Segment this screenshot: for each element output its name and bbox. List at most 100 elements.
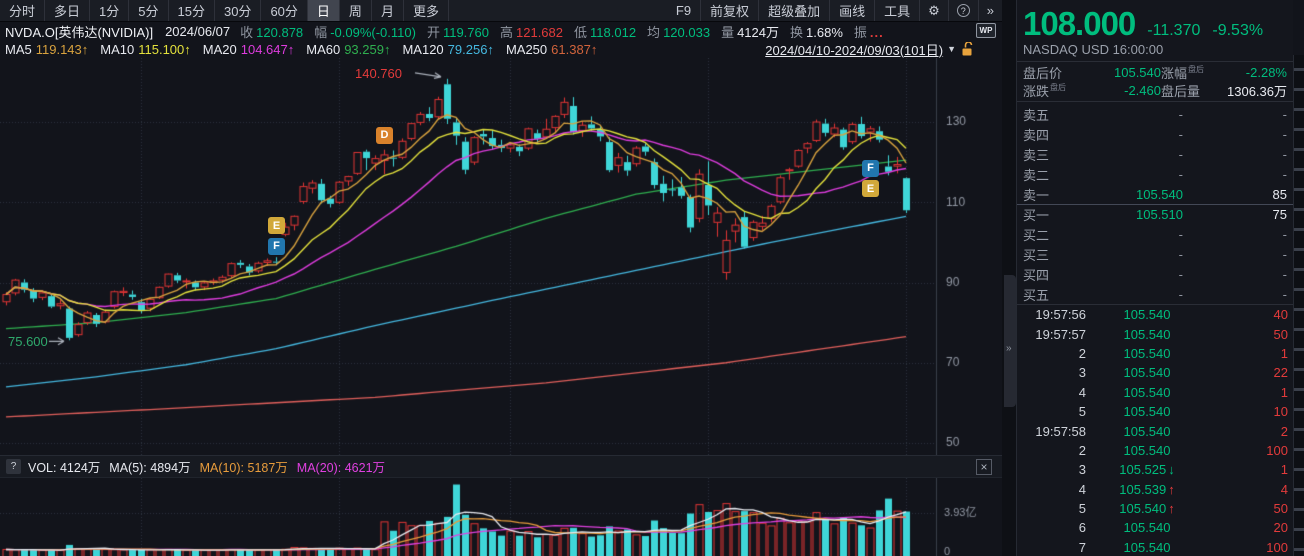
menu-item[interactable]: 超级叠加 xyxy=(759,0,831,21)
date-range-label[interactable]: 2024/04/10-2024/09/03(101日) xyxy=(765,42,944,58)
tick-time: 2 xyxy=(1078,442,1086,458)
help-icon[interactable]: ? xyxy=(949,0,979,21)
price-chart-canvas[interactable] xyxy=(0,58,1002,455)
period-tab[interactable]: 周 xyxy=(340,0,372,21)
scrollbar[interactable] xyxy=(1293,55,1304,556)
order-book-level-label: 卖五 xyxy=(1023,107,1050,123)
tick-row: 5 105.540 10 xyxy=(1017,402,1293,421)
help-icon[interactable]: ? xyxy=(6,459,21,474)
price-change-percent: -9.53% xyxy=(1212,22,1264,39)
tick-time: 19:57:56 xyxy=(1035,307,1086,323)
tick-qty: 50 xyxy=(1273,501,1288,517)
close-volume-pane-button[interactable]: × xyxy=(976,459,992,475)
menu-item[interactable]: 前复权 xyxy=(701,0,760,21)
after-hours-change-label: 涨跌 盘后 xyxy=(1023,82,1067,99)
ohlc-fields: 收 120.878 幅 -0.09%(-0.110) 开 119.760 高 121.682 低… xyxy=(240,22,895,41)
ma-label: MA250 xyxy=(505,41,548,57)
info-bar: NVDA.O[英伟达(NVIDIA)] 2024/06/07 收 120.878 幅… xyxy=(0,22,1002,40)
order-book-row[interactable]: 卖三 - - xyxy=(1017,144,1293,164)
order-book-price: - xyxy=(1178,146,1183,162)
wp-widget-icon[interactable]: WP xyxy=(976,23,996,38)
order-book-price: - xyxy=(1178,266,1183,282)
menu-item[interactable]: 画线 xyxy=(830,0,876,21)
period-tab[interactable]: 月 xyxy=(372,0,404,21)
tick-time: 5 xyxy=(1078,501,1086,517)
info-field-value: -0.09%(-0.110) xyxy=(330,24,416,40)
volume-legend-item: VOL: 4124万 xyxy=(28,461,101,475)
ma-value: 119.143↑ xyxy=(35,41,89,57)
info-field: 低 118.012 xyxy=(574,22,636,41)
tick-row: 6 105.540 20 xyxy=(1017,518,1293,537)
menu-item[interactable]: F9 xyxy=(667,0,702,21)
order-book-row[interactable]: 买三 - - xyxy=(1017,244,1293,264)
tick-price: 105.540 xyxy=(1086,404,1208,419)
tick-qty: 50 xyxy=(1273,326,1288,342)
period-tab[interactable]: 15分 xyxy=(169,0,215,21)
order-book-row[interactable]: 买二 - - xyxy=(1017,224,1293,244)
tick-price-value: 105.540 xyxy=(1123,345,1171,361)
tick-qty: 100 xyxy=(1266,539,1288,555)
range-dropdown-icon[interactable]: ▼ xyxy=(947,44,956,54)
tick-price: 105.540 xyxy=(1086,346,1208,361)
quote-panel: 108.000 -11.370 -9.53% NASDAQ USD 16:00:… xyxy=(1016,0,1293,556)
tick-time: 4 xyxy=(1078,481,1086,497)
menu-item[interactable]: 工具 xyxy=(875,0,921,21)
order-book-row[interactable]: 卖四 - - xyxy=(1017,124,1293,144)
order-book-price: - xyxy=(1178,246,1183,262)
ma-legend-item: MA120 79.256↑ xyxy=(402,42,493,57)
up-arrow-icon: ↑ xyxy=(1168,501,1175,517)
info-field: 振... xyxy=(854,22,884,41)
order-book-level-label: 卖四 xyxy=(1023,127,1050,143)
price-change: -11.370 xyxy=(1147,22,1201,39)
info-field-value: 121.682 xyxy=(516,24,563,40)
order-book-level-label: 买三 xyxy=(1023,247,1050,263)
gear-icon[interactable]: ⚙ xyxy=(920,0,949,21)
order-book-row[interactable]: 买一 105.510 75 xyxy=(1017,204,1293,224)
tick-list[interactable]: 19:57:56 105.540 40 19:57:57 105.540 50 2 105.5… xyxy=(1017,305,1293,556)
order-book-level-label: 卖一 xyxy=(1023,187,1050,203)
tick-price-value: 105.540 xyxy=(1119,501,1167,517)
event-badge-f: F xyxy=(268,237,285,255)
info-field-value: 120.033 xyxy=(663,24,711,40)
expand-icon[interactable]: » xyxy=(986,3,994,18)
period-tab[interactable]: 分时 xyxy=(0,0,46,21)
order-book-price: - xyxy=(1178,126,1183,142)
after-hours-volume: 1306.36万 xyxy=(1227,83,1287,99)
tick-price: 105.540 ↑ xyxy=(1086,501,1208,516)
period-tab[interactable]: 5分 xyxy=(129,0,169,21)
event-badge-e: E xyxy=(862,180,879,198)
volume-chart-canvas[interactable] xyxy=(0,478,1002,556)
period-tab[interactable]: 多日 xyxy=(45,0,91,21)
tick-time: 19:57:58 xyxy=(1035,423,1086,439)
order-book-row[interactable]: 买五 - - xyxy=(1017,284,1293,304)
period-tab[interactable]: 60分 xyxy=(261,0,308,21)
ma-label: MA60 xyxy=(306,41,341,57)
order-book-row[interactable]: 卖一 105.540 85 xyxy=(1017,184,1293,204)
period-tab[interactable]: 1分 xyxy=(90,0,130,21)
tick-qty: 1 xyxy=(1280,462,1288,478)
order-book-row[interactable]: 卖五 - - xyxy=(1017,104,1293,124)
tick-row: 19:57:58 105.540 2 xyxy=(1017,421,1293,440)
order-book-row[interactable]: 买四 - - xyxy=(1017,264,1293,284)
lock-open-icon[interactable] xyxy=(961,41,974,57)
period-tab[interactable]: 日 xyxy=(307,0,340,21)
info-field-label: 换 xyxy=(790,24,804,40)
order-book-price: 105.510 xyxy=(1136,207,1183,222)
tick-price-value: 105.540 xyxy=(1123,423,1171,439)
order-book-level-label: 买五 xyxy=(1023,287,1050,303)
tick-price: 105.540 xyxy=(1086,540,1208,555)
toolbar: 分时 多日 1分 5分 15分 30分 60分日周月更多 F9 前复权 超级叠加 画线 工具 ⚙? » xyxy=(0,0,1002,22)
symbol-label: NVDA.O[英伟达(NVIDIA)] xyxy=(5,24,154,40)
order-book-row[interactable]: 卖二 - - xyxy=(1017,164,1293,184)
order-book-qty: - xyxy=(1282,286,1287,302)
order-book-qty: 75 xyxy=(1272,207,1287,222)
panel-collapse-handle[interactable]: » xyxy=(1004,275,1016,407)
tick-price: 105.540 xyxy=(1086,385,1208,400)
tick-price: 105.540 xyxy=(1086,327,1208,342)
tick-price: 105.540 xyxy=(1086,365,1208,380)
period-tab[interactable]: 更多 xyxy=(404,0,449,21)
period-tab[interactable]: 30分 xyxy=(215,0,262,21)
panel-divider: » xyxy=(1002,0,1016,556)
ma-label: MA5 xyxy=(5,41,32,57)
tick-qty: 100 xyxy=(1266,442,1288,458)
